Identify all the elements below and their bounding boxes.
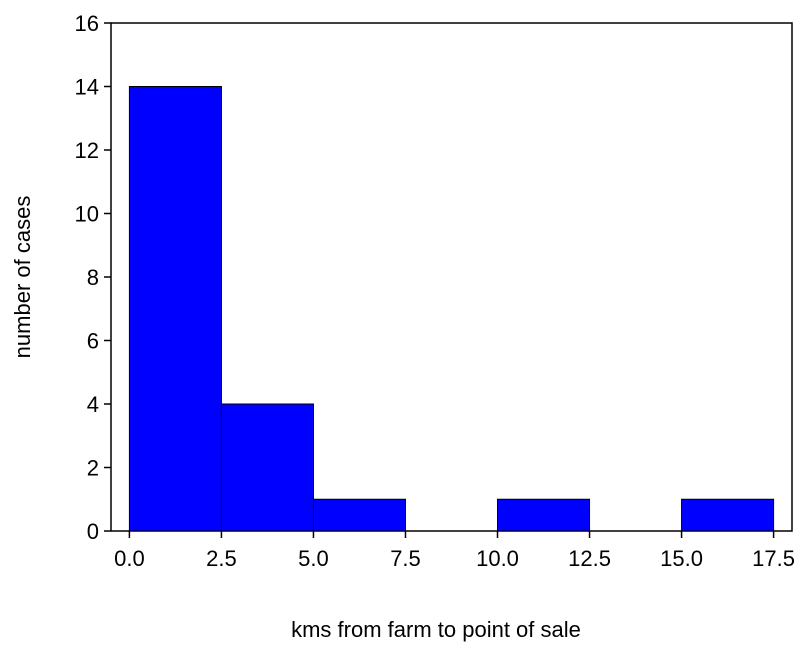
y-tick-label-7: 14 xyxy=(75,75,99,100)
histogram-bar-6 xyxy=(681,498,775,532)
histogram-bar-4 xyxy=(497,498,591,532)
x-tick-label-4: 10.0 xyxy=(476,546,519,571)
x-tick-label-7: 17.5 xyxy=(752,546,795,571)
y-tick-label-0: 0 xyxy=(87,519,99,544)
y-tick-label-1: 2 xyxy=(87,456,99,481)
y-axis-title: number of cases xyxy=(10,196,35,359)
bars-group xyxy=(128,86,775,532)
x-tick-label-3: 7.5 xyxy=(390,546,421,571)
x-tick-label-0: 0.0 xyxy=(114,546,145,571)
histogram-bar-0 xyxy=(128,86,222,532)
y-tick-label-8: 16 xyxy=(75,11,99,36)
y-tick-label-6: 12 xyxy=(75,138,99,163)
x-tick-label-2: 5.0 xyxy=(298,546,329,571)
x-tick-label-5: 12.5 xyxy=(568,546,611,571)
y-tick-label-3: 6 xyxy=(87,329,99,354)
y-tick-label-2: 4 xyxy=(87,392,99,417)
y-axis: 0 2 4 6 8 10 12 14 16 xyxy=(75,11,111,544)
histogram-bar-1 xyxy=(220,403,314,532)
x-tick-label-1: 2.5 xyxy=(206,546,237,571)
x-axis-title: kms from farm to point of sale xyxy=(291,617,581,642)
histogram-bar-2 xyxy=(312,498,406,532)
y-tick-label-5: 10 xyxy=(75,202,99,227)
y-tick-label-4: 8 xyxy=(87,265,99,290)
x-axis: 0.0 2.5 5.0 7.5 10.0 12.5 15.0 17.5 xyxy=(114,531,795,571)
x-tick-label-6: 15.0 xyxy=(660,546,703,571)
